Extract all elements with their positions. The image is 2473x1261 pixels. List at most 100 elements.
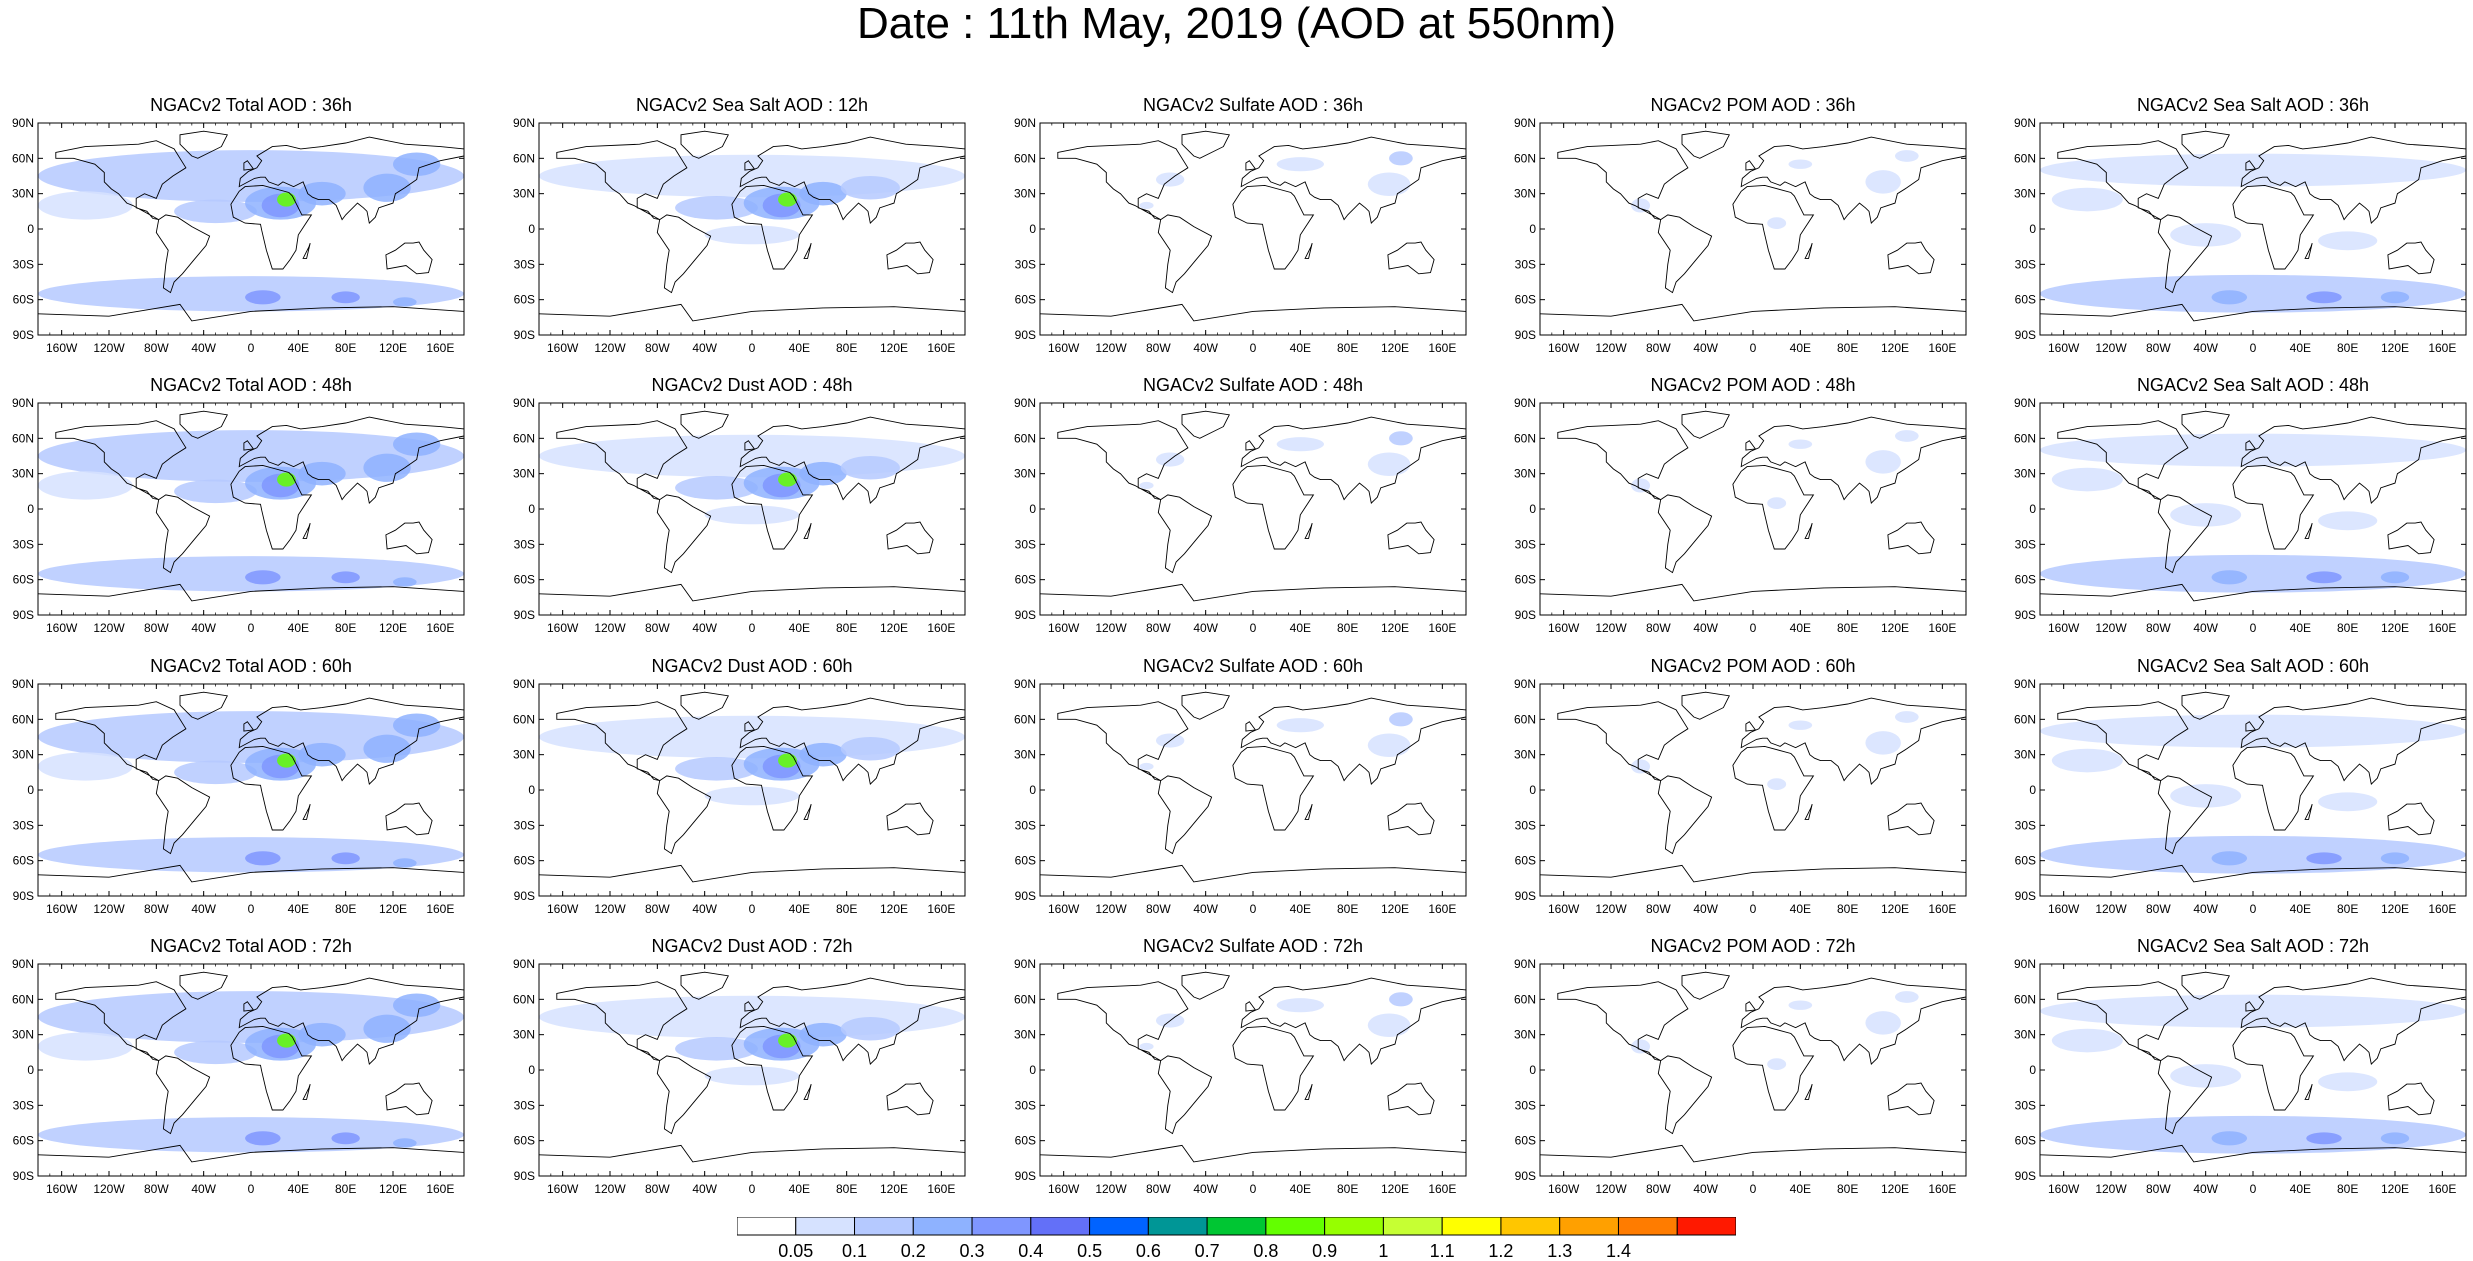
aod-field [1631,478,1651,493]
coastline [744,160,756,171]
lon-tick-label: 120W [1095,621,1127,635]
lon-tick-label: 40W [1193,341,1218,355]
aod-field [38,1032,133,1061]
aod-field [1139,762,1154,770]
aod-field [277,1033,296,1048]
aod-map-total: 90N 60N 30N 0 30S 60S 90S 160W 120W 80W 40W 0 40E 80E… [12,116,465,355]
aod-field [174,479,257,504]
lon-tick-label: 80W [645,341,670,355]
aod-field [1276,998,1324,1013]
aod-field [1367,172,1411,197]
coastline [155,775,211,855]
lat-tick-label: 60N [2014,992,2036,1006]
coastline [1304,1083,1313,1100]
lat-tick-label: 0 [528,1063,535,1077]
colorbar-label: 0.6 [1136,1241,1161,1261]
aod-field [2051,187,2123,212]
coastline [1681,410,1730,439]
coastline [1304,803,1313,820]
coastline [230,745,313,831]
lat-tick-label: 30S [1015,257,1036,271]
aod-field [799,742,847,767]
coastline [1732,184,1815,270]
coastline [1657,1055,1713,1135]
coastline [1240,977,1466,1066]
lon-tick-label: 160E [1428,902,1456,916]
lon-tick-label: 160E [426,341,454,355]
lat-tick-label: 0 [1029,1063,1036,1077]
lon-tick-label: 40E [1290,1182,1311,1196]
lat-tick-label: 60S [1015,573,1036,587]
lat-tick-label: 60S [1015,1134,1036,1148]
aod-field [799,1022,847,1047]
coastline [2387,802,2435,836]
lon-tick-label: 160E [1928,341,1956,355]
lon-tick-label: 120E [1381,621,1409,635]
lon-tick-label: 0 [1750,621,1757,635]
panel-title: NGACv2 Sea Salt AOD : 12h [635,95,869,115]
lon-tick-label: 160E [927,341,955,355]
lon-tick-label: 40W [1193,621,1218,635]
panel-title: NGACv2 Sea Salt AOD : 72h [2136,936,2370,956]
lat-tick-label: 90S [2015,1169,2036,1183]
lon-tick-label: 80W [2146,1182,2171,1196]
colorbar-box [1089,1217,1149,1236]
panel-title: NGACv2 POM AOD : 72h [1650,936,1856,956]
page-title: Date : 11th May, 2019 (AOD at 550nm) [857,0,1616,48]
lon-tick-label: 120W [594,341,626,355]
lon-tick-label: 160W [1048,1182,1080,1196]
lon-tick-label: 40E [2290,341,2311,355]
lat-tick-label: 30N [1014,748,1036,762]
coastline [886,521,934,555]
coastline [2240,697,2466,786]
coastline [385,802,433,836]
aod-field [2051,748,2123,773]
coastline [1740,136,1966,225]
lat-tick-label: 60S [2015,573,2036,587]
lon-tick-label: 0 [749,902,756,916]
lon-tick-label: 40W [2193,1182,2218,1196]
lat-tick-label: 90S [1515,608,1536,622]
lon-tick-label: 160E [927,1182,955,1196]
lon-tick-label: 40W [191,1182,216,1196]
lon-tick-label: 160W [547,621,579,635]
lat-tick-label: 60N [1014,712,1036,726]
aod-field [1865,731,1901,755]
lon-tick-label: 40W [1693,902,1718,916]
lon-tick-label: 120E [379,621,407,635]
lat-tick-label: 90S [1015,328,1036,342]
aod-field [799,461,847,486]
coastline [1304,242,1313,259]
aod-field [1631,759,1651,774]
lon-tick-label: 0 [248,341,255,355]
coastline [1681,130,1730,159]
lon-tick-label: 120E [2381,621,2409,635]
aod-field [393,432,441,456]
lat-tick-label: 0 [27,502,34,516]
coastline [1657,494,1713,574]
colorbar-box [912,1217,973,1236]
aod-field [331,291,360,304]
aod-field [1865,450,1901,474]
aod-field [393,577,417,587]
lat-tick-label: 30N [1014,1028,1036,1042]
lon-tick-label: 40E [288,1182,309,1196]
lon-tick-label: 40E [789,621,810,635]
lat-tick-label: 60S [2015,293,2036,307]
coastline [739,977,965,1066]
lat-tick-label: 30N [513,748,535,762]
coastline [2245,440,2257,451]
lon-tick-label: 80W [1646,1182,1671,1196]
lat-tick-label: 60N [12,431,34,445]
aod-field [2211,851,2248,866]
lon-tick-label: 120E [2381,902,2409,916]
lon-tick-label: 120W [93,621,125,635]
lat-tick-label: 30N [1514,467,1536,481]
lon-tick-label: 0 [1750,1182,1757,1196]
panel-title: NGACv2 Sulfate AOD : 36h [1142,95,1364,115]
lon-tick-label: 160W [547,341,579,355]
lat-tick-label: 60N [2014,151,2036,165]
lon-tick-label: 80W [1646,902,1671,916]
aod-field [245,290,281,305]
aod-field [277,753,296,768]
